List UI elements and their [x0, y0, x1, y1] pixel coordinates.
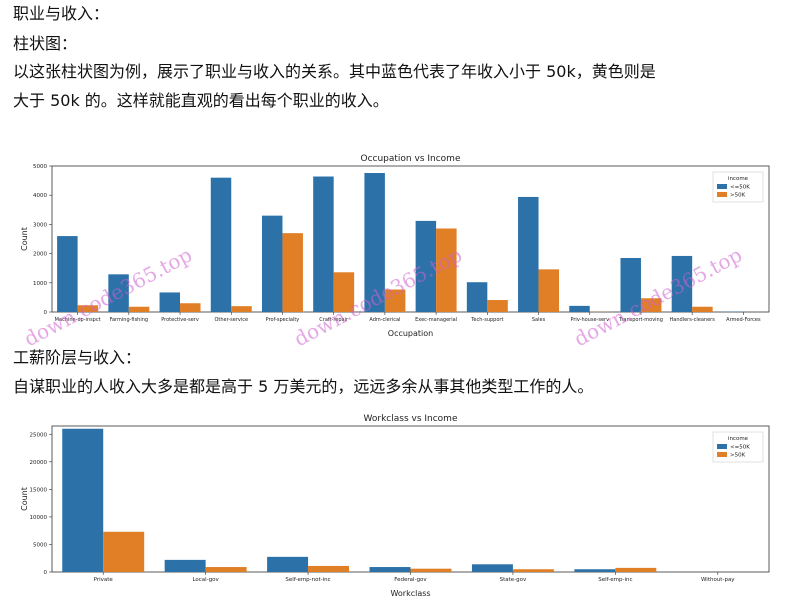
paragraph-line-1: 以这张柱状图为例，展示了职业与收入的关系。其中蓝色代表了年收入小于 50k，黄色… [13, 62, 656, 81]
occupation-xtick-label-13: Armed-Forces [726, 317, 761, 323]
occupation-ytick-label-0: 0 [44, 310, 48, 316]
occupation-bar-2-1 [180, 303, 201, 312]
occupation-bar-8-1 [487, 300, 508, 312]
occupation-ylabel: Count [20, 227, 29, 251]
occupation-ytick-label-2: 2000 [33, 252, 47, 258]
workclass-bar-0-1 [103, 531, 145, 572]
workclass-bar-2-1 [308, 565, 350, 572]
workclass-bar-4-1 [512, 569, 554, 572]
occupation-bar-6-0 [364, 173, 385, 312]
occupation-xtick-label-7: Exec-managerial [415, 317, 457, 323]
occupation-income-svg: Occupation vs Income 0 1000 2000 3000 4000 500… [14, 150, 779, 340]
workclass-legend-swatch-1 [717, 452, 727, 457]
workclass-income-svg: Workclass vs Income 0 5000 10000 15000 20000 2… [14, 410, 779, 600]
workclass-ytick-label-2: 10000 [30, 515, 48, 521]
heading-occupation-income: 职业与收入： [13, 4, 110, 23]
workclass-bar-1-0 [164, 559, 206, 572]
occupation-bar-0-1 [77, 305, 99, 312]
occupation-xtick-label-3: Other-service [214, 317, 248, 323]
workclass-legend-swatch-0 [717, 444, 727, 449]
occupation-xtick-label-6: Adm-clerical [369, 317, 400, 323]
occupation-bar-0-0 [57, 236, 78, 312]
occupation-bar-12-0 [671, 255, 693, 312]
workclass-xtick-label-4: State-gov [500, 577, 527, 583]
workclass-bar-3-1 [410, 568, 452, 572]
workclass-legend-title: income [728, 436, 749, 442]
heading-bar-chart: 柱状图： [13, 34, 78, 53]
occupation-xtick-label-5: Craft-repair [319, 317, 349, 323]
workclass-xlabel: Workclass [390, 589, 430, 598]
workclass-ylabel: Count [20, 487, 29, 511]
occupation-bar-4-1 [282, 233, 303, 312]
occupation-bar-7-1 [436, 228, 457, 312]
workclass-bar-3-0 [369, 567, 411, 572]
workclass-xtick-label-6: Without-pay [701, 577, 735, 583]
workclass-xtick-label-5: Self-emp-inc [598, 577, 632, 583]
workclass-legend-label-0: <=50K [730, 445, 750, 451]
occupation-bar-4-0 [261, 215, 283, 312]
occupation-bar-8-0 [466, 282, 488, 312]
occupation-bar-9-0 [518, 196, 539, 312]
occupation-xtick-label-11: Transport-moving [618, 317, 663, 323]
occupation-bar-3-0 [210, 177, 232, 312]
paragraph-workclass: 自谋职业的人收入大多是都是高于 5 万美元的，远远多余从事其他类型工作的人。 [13, 377, 594, 396]
occupation-bar-9-1 [538, 269, 560, 312]
workclass-bar-0-0 [62, 428, 104, 572]
occupation-bar-10-0 [569, 305, 590, 312]
occupation-xtick-label-9: Sales [532, 317, 546, 323]
occupation-legend-label-1: >50K [730, 193, 746, 199]
occupation-bar-5-0 [313, 176, 334, 312]
workclass-xtick-label-0: Private [94, 577, 114, 583]
occupation-bar-12-1 [692, 306, 713, 312]
occupation-legend-label-0: <=50K [730, 185, 750, 191]
workclass-xtick-label-3: Federal-gov [394, 577, 427, 583]
occupation-ytick-label-4: 4000 [33, 193, 47, 199]
occupation-ytick-label-3: 3000 [33, 222, 47, 228]
occupation-ytick-label-5: 5000 [33, 164, 47, 170]
occupation-xtick-label-10: Priv-house-serv [570, 317, 609, 323]
occupation-bar-1-1 [128, 306, 150, 312]
occupation-xtick-label-1: Farming-fishing [110, 317, 149, 323]
workclass-bar-1-1 [205, 567, 247, 572]
workclass-bar-4-0 [471, 564, 513, 572]
occupation-xtick-label-2: Protective-serv [161, 317, 199, 323]
workclass-ytick-label-1: 5000 [33, 542, 47, 548]
heading-workclass-income: 工薪阶层与收入： [13, 348, 142, 367]
occupation-legend-swatch-1 [717, 192, 727, 197]
workclass-ytick-label-4: 20000 [30, 460, 48, 466]
occupation-xtick-label-8: Tech-support [470, 317, 503, 323]
occupation-bar-5-1 [333, 272, 355, 312]
occupation-bar-11-0 [620, 257, 641, 312]
occupation-xtick-label-12: Handlers-cleaners [670, 317, 716, 323]
workclass-bar-2-0 [267, 556, 309, 572]
workclass-ytick-label-5: 25000 [30, 432, 48, 438]
occupation-bar-7-0 [415, 220, 437, 312]
workclass-ytick-label-3: 15000 [30, 487, 48, 493]
occupation-bar-11-1 [640, 298, 662, 312]
occupation-xlabel: Occupation [388, 329, 433, 338]
occupation-income-chart: Occupation vs Income 0 1000 2000 3000 4000 500… [14, 150, 779, 340]
occupation-bar-6-1 [384, 289, 406, 312]
occupation-ytick-label-1: 1000 [33, 281, 47, 287]
workclass-bar-5-0 [574, 569, 616, 572]
occupation-bar-3-1 [231, 306, 252, 312]
workclass-ytick-label-0: 0 [44, 570, 48, 576]
workclass-title: Workclass vs Income [364, 414, 458, 424]
occupation-legend-swatch-0 [717, 184, 727, 189]
workclass-xtick-label-1: Local-gov [192, 577, 219, 583]
occupation-plot-frame [51, 165, 770, 313]
occupation-xtick-label-4: Prof-specialty [266, 317, 300, 323]
occupation-legend-title: income [728, 176, 749, 182]
workclass-xtick-label-2: Self-emp-not-inc [285, 577, 330, 583]
occupation-bar-2-0 [159, 292, 181, 312]
paragraph-line-2: 大于 50k 的。这样就能直观的看出每个职业的收入。 [13, 91, 389, 110]
workclass-income-chart: Workclass vs Income 0 5000 10000 15000 20000 2… [14, 410, 779, 600]
occupation-bar-1-0 [108, 274, 129, 312]
occupation-title: Occupation vs Income [360, 154, 460, 164]
workclass-bar-5-1 [615, 567, 657, 572]
occupation-xtick-label-0: Machine-op-inspct [55, 317, 101, 323]
workclass-legend-label-1: >50K [730, 453, 746, 459]
